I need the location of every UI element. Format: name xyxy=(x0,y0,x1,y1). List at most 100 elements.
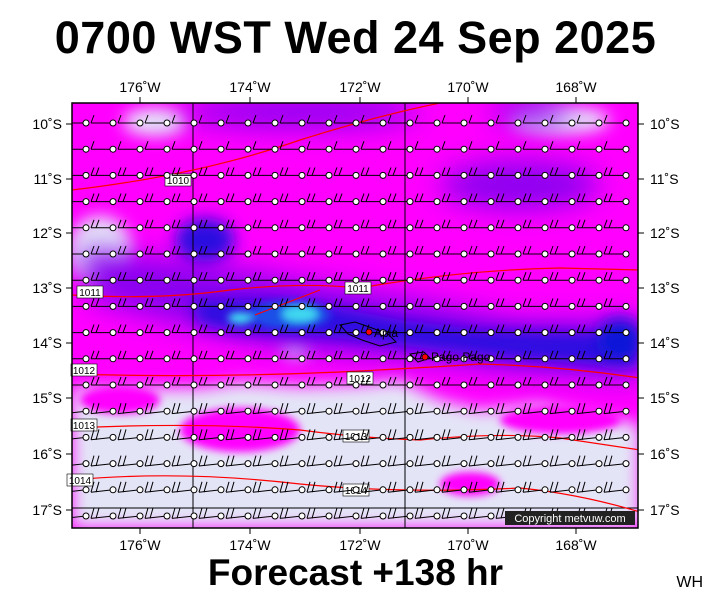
wind-barb xyxy=(414,507,441,520)
wind-barb xyxy=(144,376,171,389)
city-markers: Apia Pago Pago xyxy=(365,326,491,364)
wind-barb xyxy=(549,219,576,232)
wind-barb xyxy=(414,245,441,258)
wind-barb xyxy=(603,298,630,310)
wind-barb xyxy=(144,350,171,363)
wind-barb xyxy=(279,455,306,468)
wind-barb xyxy=(333,114,360,127)
wind-barb xyxy=(576,324,603,337)
wind-barb xyxy=(414,219,441,232)
isobar-label-text: 1014 xyxy=(69,476,92,487)
wind-barb xyxy=(225,376,252,389)
isobar-label-text: 1012 xyxy=(73,366,96,377)
wind-barb xyxy=(252,350,279,363)
wind-barb xyxy=(117,403,144,415)
wind-barb xyxy=(252,193,279,206)
lat-label-right: 13˚S xyxy=(650,280,680,296)
wind-barb xyxy=(468,167,495,179)
wind-barb xyxy=(72,403,90,415)
wind-barb xyxy=(171,324,198,337)
wind-barb xyxy=(360,507,387,520)
wind-barb xyxy=(252,245,279,258)
wind-barb xyxy=(252,376,279,389)
wind-barb xyxy=(441,481,468,494)
wind-barb xyxy=(549,403,576,415)
wind-barb xyxy=(144,429,171,441)
wind-barb xyxy=(333,324,360,337)
wind-barb xyxy=(495,167,522,179)
wind-barb xyxy=(549,245,576,258)
wind-barb xyxy=(468,376,495,389)
wind-barb xyxy=(198,114,225,127)
wind-barb xyxy=(225,193,252,206)
wind-barb xyxy=(198,376,225,389)
wind-barb xyxy=(549,481,576,494)
wind-barb xyxy=(603,481,630,494)
wind-barb xyxy=(603,167,630,179)
copyright-text: Copyright metvuw.com xyxy=(514,513,625,525)
wind-barb xyxy=(441,245,468,258)
lon-label-bottom: 172˚W xyxy=(339,537,381,553)
wind-barb xyxy=(144,245,171,258)
wind-barb xyxy=(306,245,333,258)
wind-barb xyxy=(225,403,252,415)
wind-barb xyxy=(144,507,171,520)
lon-labels-bottom: 176˚W 174˚W 172˚W 170˚W 168˚W xyxy=(119,537,597,553)
wind-barb xyxy=(198,507,225,520)
isobar-label: 1012 xyxy=(70,363,98,377)
wind-barb xyxy=(225,245,252,258)
lon-label-bottom: 174˚W xyxy=(229,537,271,553)
lat-label-right: 16˚S xyxy=(650,446,680,462)
wind-barb xyxy=(144,167,171,179)
wind-barb xyxy=(225,324,252,337)
wind-barb xyxy=(603,376,630,389)
isobar-label: 1012 xyxy=(346,371,374,385)
wind-barb xyxy=(576,219,603,232)
wind-barb xyxy=(72,167,90,179)
wind-barb xyxy=(387,245,414,258)
wind-barb xyxy=(387,429,414,441)
wind-barb xyxy=(576,167,603,179)
wind-barb xyxy=(90,141,117,153)
wind-barb xyxy=(522,219,549,232)
wind-barb xyxy=(252,481,279,494)
wind-barb xyxy=(72,193,90,206)
axis-ticks xyxy=(66,97,644,534)
wind-barbs xyxy=(72,114,630,520)
jet-core xyxy=(228,301,330,329)
wind-barb xyxy=(333,507,360,520)
wind-barb xyxy=(333,272,360,284)
wind-barb xyxy=(72,272,90,284)
wind-barb xyxy=(171,403,198,415)
wind-barb xyxy=(90,376,117,389)
wind-barb xyxy=(306,481,333,494)
wind-barb xyxy=(252,403,279,415)
wind-barb xyxy=(144,141,171,153)
wind-barb xyxy=(549,350,576,363)
wind-barb xyxy=(414,272,441,284)
wind-barb xyxy=(279,350,306,363)
wind-barb xyxy=(306,507,333,520)
wind-barb xyxy=(495,376,522,389)
wind-barb xyxy=(117,324,144,337)
wind-barb xyxy=(117,350,144,363)
wind-barb xyxy=(90,272,117,284)
wind-barb xyxy=(279,167,306,179)
wind-barb xyxy=(144,481,171,494)
wind-barb xyxy=(522,245,549,258)
wind-barb xyxy=(414,455,441,468)
wind-barb xyxy=(468,403,495,415)
wind-barb xyxy=(468,245,495,258)
wind-barb xyxy=(117,167,144,179)
wind-barb xyxy=(387,324,414,337)
wind-barb xyxy=(387,350,414,363)
wind-barb xyxy=(306,455,333,468)
wind-barb xyxy=(441,324,468,337)
wind-barb xyxy=(171,376,198,389)
wind-barb xyxy=(495,114,522,127)
lat-label-left: 15˚S xyxy=(32,390,62,406)
wind-barb xyxy=(360,429,387,441)
lon-label-top: 170˚W xyxy=(447,79,489,95)
wind-barb xyxy=(387,298,414,310)
wind-barb xyxy=(333,298,360,310)
